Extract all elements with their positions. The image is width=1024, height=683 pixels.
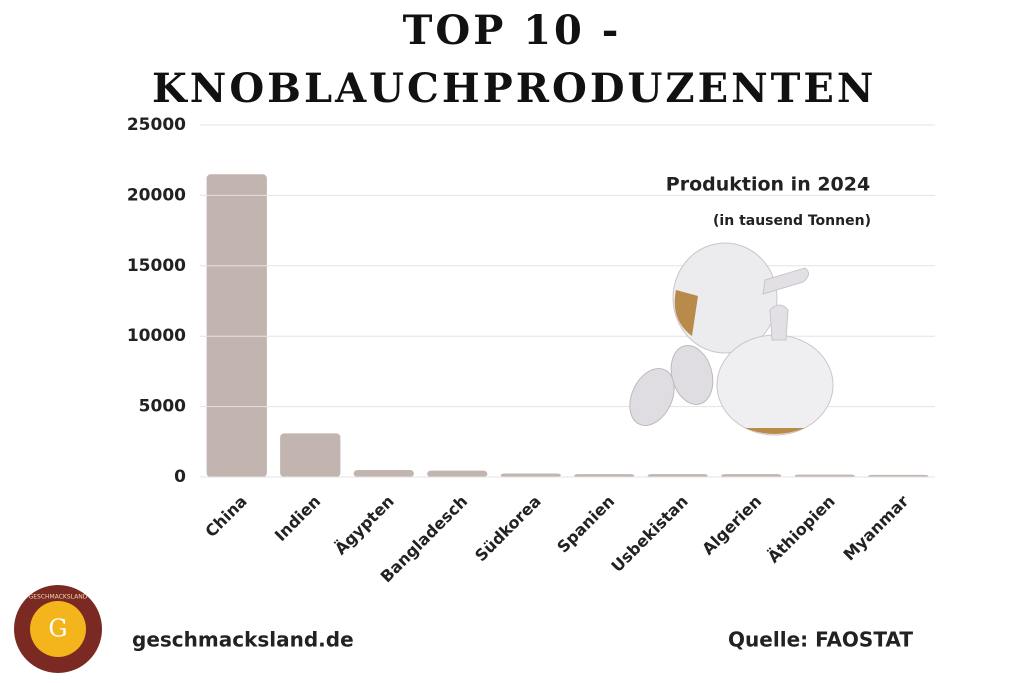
bar	[353, 469, 414, 477]
y-tick-label: 20000	[127, 185, 186, 205]
y-tick-label: 25000	[127, 115, 186, 135]
bar	[794, 474, 855, 477]
bar	[647, 474, 708, 477]
y-tick-label: 0	[174, 467, 186, 487]
bar	[427, 470, 488, 477]
bar	[206, 174, 267, 477]
bar	[721, 474, 782, 477]
y-tick-label: 10000	[127, 326, 186, 346]
x-tick-label: Indien	[271, 492, 324, 545]
logo: G GESCHMACKSLAND	[14, 585, 102, 673]
x-tick-label: China	[201, 492, 250, 541]
y-tick-label: 5000	[139, 397, 186, 417]
source: Quelle: FAOSTAT	[728, 628, 913, 652]
x-tick-label: Spanien	[553, 492, 618, 557]
logo-name: GESCHMACKSLAND	[29, 594, 88, 601]
x-tick-label: Äthiopien	[764, 492, 839, 567]
logo-letter: G	[48, 615, 67, 643]
x-tick-label: Usbekistan	[607, 492, 691, 576]
bar	[868, 474, 929, 477]
garlic-illustration	[629, 242, 834, 436]
bar	[574, 474, 635, 477]
x-tick-label: Algerien	[698, 492, 765, 559]
x-tick-label: Ägypten	[331, 492, 398, 559]
x-tick-label: Myanmar	[839, 492, 912, 565]
y-tick-label: 15000	[127, 256, 186, 276]
bar	[280, 433, 341, 477]
website: geschmacksland.de	[132, 628, 354, 652]
annotation: (in tausend Tonnen)	[713, 213, 871, 229]
chart-title: TOP 10 - KNOBLAUCHPRODUZENTEN	[152, 7, 877, 112]
annotation: Produktion in 2024	[666, 174, 870, 196]
x-tick-label: Südkorea	[471, 492, 545, 566]
bar	[500, 473, 561, 477]
